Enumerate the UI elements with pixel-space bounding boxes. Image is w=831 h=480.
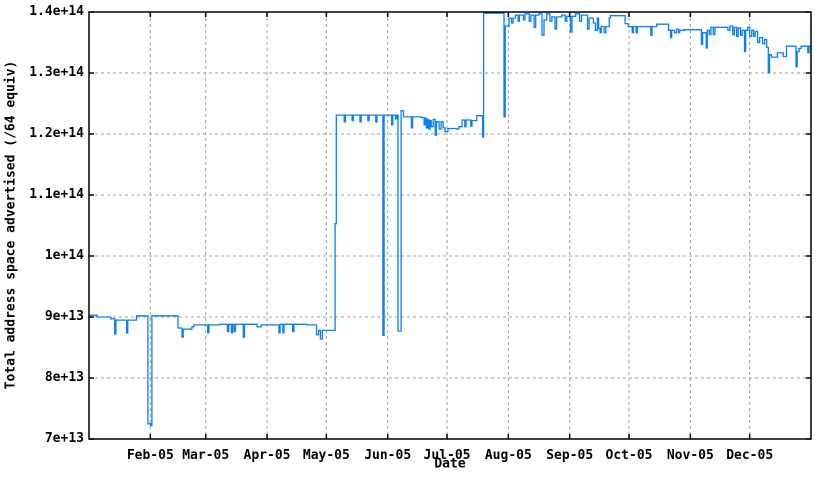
data-series-line (89, 12, 812, 427)
plot-border (88, 11, 812, 440)
